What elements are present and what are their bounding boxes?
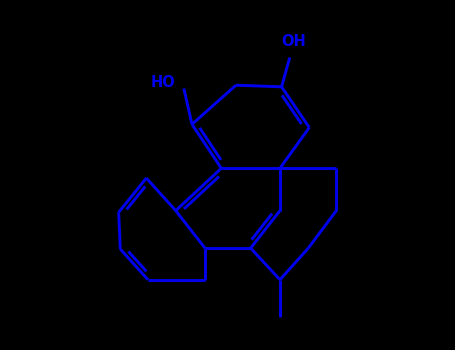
Text: OH: OH [281, 35, 306, 49]
Text: HO: HO [151, 75, 176, 90]
